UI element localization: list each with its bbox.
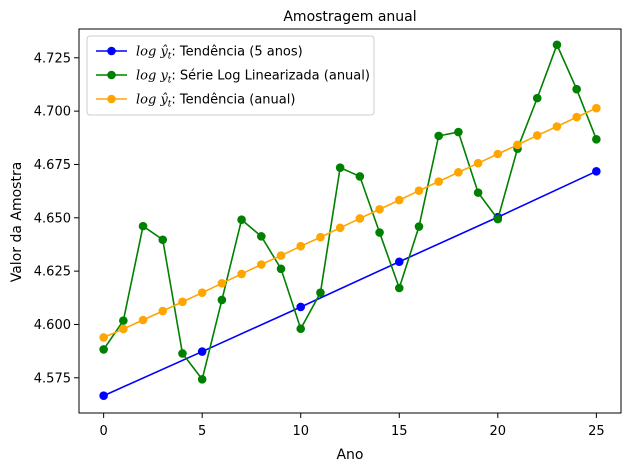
data-point-1-8 [257,232,266,241]
legend-label-0: log ŷt: Tendência (5 anos) [136,45,303,62]
x-tick-label: 5 [198,424,206,439]
data-point-1-23 [552,40,562,50]
data-point-1-3 [158,235,168,245]
data-point-2-16 [414,186,424,196]
data-point-2-2 [138,315,148,325]
legend-box [86,35,375,116]
data-point-0-5 [592,166,601,176]
axes: 0 5 10 15 20 25 4.575 4.600 4.625 4.650 4.675 4.700… [34,28,622,439]
data-point-1-5 [197,374,207,384]
axes-frame [78,28,622,414]
data-point-2-22 [532,131,542,140]
data-point-2-18 [454,168,463,177]
data-point-2-25 [592,103,601,113]
y-tick-label: 4.725 [34,51,71,66]
data-point-2-21 [513,140,522,150]
y-axis-label: Valor da Amostra [9,162,25,283]
data-point-1-17 [434,131,443,141]
legend-marker-1 [107,70,116,80]
data-point-1-16 [414,222,424,231]
data-point-1-18 [454,127,463,137]
data-point-1-7 [237,215,246,225]
data-point-2-8 [257,260,266,269]
series-line-1 [102,42,598,382]
legend-label-2: log ŷt: Tendência (anual) [136,93,295,110]
data-point-2-14 [375,204,384,214]
data-point-1-22 [532,93,542,103]
data-point-2-4 [178,297,187,307]
y-tick-label: 4.600 [34,318,71,333]
data-point-2-3 [158,306,168,316]
y-tick-label: 4.625 [34,265,71,280]
data-point-0-1 [197,347,207,356]
plot-area [99,40,601,401]
chart-title: Amostragem anual [283,9,416,25]
data-point-1-0 [99,345,108,354]
data-point-2-24 [572,112,581,122]
data-point-0-3 [394,257,404,267]
legend-marker-2 [107,94,116,104]
x-axis-label: Ano [336,447,363,463]
y-tick-label: 4.575 [34,371,71,386]
data-point-1-12 [335,163,345,172]
x-tick-label: 0 [99,424,107,439]
y-tick-label: 4.675 [34,158,71,173]
data-point-1-15 [394,283,404,293]
x-tick-label: 15 [391,424,408,439]
data-point-1-6 [217,295,227,305]
data-point-2-10 [296,241,306,251]
data-point-2-23 [552,122,562,131]
legend-marker-0 [107,46,116,56]
x-tick-label: 10 [292,424,309,439]
data-point-2-1 [119,324,128,334]
data-point-2-15 [394,195,404,205]
data-point-2-11 [316,232,325,242]
data-point-1-10 [296,324,306,334]
data-point-2-0 [99,333,108,342]
data-point-1-9 [276,264,286,274]
data-point-1-11 [316,288,325,297]
data-point-1-14 [375,228,384,237]
data-point-1-2 [138,221,148,231]
data-point-0-2 [296,302,306,312]
data-point-0-0 [99,391,108,401]
y-tick-label: 4.650 [34,211,71,226]
data-point-1-25 [592,134,601,144]
data-point-1-20 [493,214,503,224]
data-point-2-9 [276,251,286,260]
data-point-1-13 [355,172,365,181]
data-point-2-5 [197,288,207,297]
data-point-1-1 [119,316,128,325]
x-tick-label: 25 [588,424,605,439]
data-point-2-6 [217,278,227,288]
x-tick-label: 20 [490,424,507,439]
data-point-2-13 [355,214,365,223]
legend: log ŷt: Tendência (5 anos) log yt: Série … [86,35,375,116]
data-point-2-19 [473,158,483,168]
data-point-2-17 [434,177,443,186]
y-tick-label: 4.700 [34,105,71,120]
data-point-1-24 [572,84,581,94]
data-point-1-19 [473,188,483,197]
data-point-2-12 [335,223,345,233]
data-point-2-20 [493,149,503,159]
legend-label-1: log yt: Série Log Linearizada (anual) [136,69,370,86]
data-point-2-7 [237,269,246,279]
data-point-1-4 [178,349,187,358]
